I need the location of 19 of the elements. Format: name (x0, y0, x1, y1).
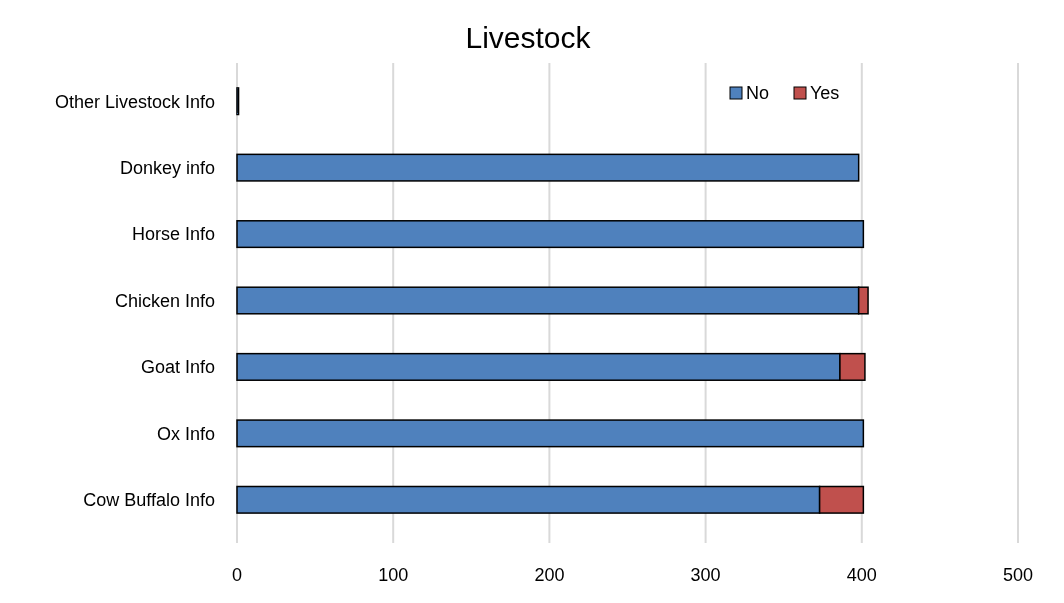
bar (236, 419, 865, 448)
y-tick-label: Donkey info (119, 157, 215, 178)
x-tick-label: 200 (534, 565, 565, 585)
x-tick-label: 400 (846, 565, 877, 585)
y-tick-label: Other Livestock Info (54, 91, 215, 112)
chart-title: Livestock (465, 21, 592, 54)
x-tick-label: 0 (231, 565, 243, 585)
x-tick-label: 300 (690, 565, 721, 585)
y-tick-label: Chicken Info (114, 290, 215, 311)
bar (236, 220, 865, 249)
y-tick-label: Horse Info (131, 224, 215, 245)
y-tick-label: Ox Info (156, 423, 215, 444)
x-tick-label: 500 (1002, 565, 1034, 585)
y-tick-label: Goat Info (140, 357, 215, 378)
bar (236, 153, 860, 182)
y-tick-label: Cow Buffalo Info (83, 490, 215, 511)
legend-label: No (746, 83, 770, 104)
x-tick-label: 100 (378, 565, 409, 585)
legend-label: Yes (810, 83, 840, 104)
